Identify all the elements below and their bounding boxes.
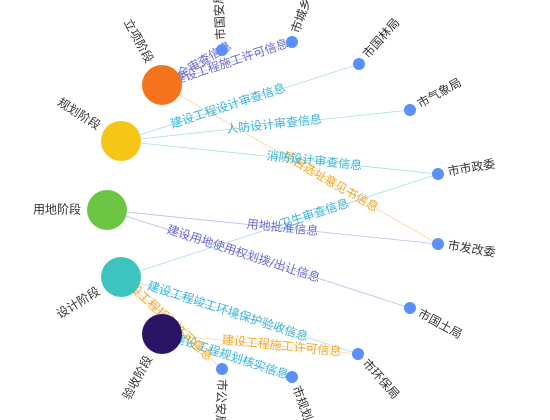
edge [120,63,360,142]
edge [120,140,439,175]
agency-node [286,36,298,48]
edge-label: 用地批准信息 [246,216,319,238]
agency-node [216,363,228,375]
agency-node [286,371,298,383]
edge [106,209,411,309]
edge [161,41,293,86]
edge [161,333,293,378]
agency-label: 市国安局 [211,0,228,40]
edge [161,84,439,245]
agency-node [432,168,444,180]
edge-label: 人防设计审查信息 [226,111,323,136]
agency-node [352,348,364,360]
agency-label: 市公安局 [213,379,230,420]
edge [120,173,439,278]
agency-node [353,58,365,70]
edge [120,109,411,142]
stage-label: 立项阶段 [121,16,157,65]
agency-label: 市国林局 [359,15,402,61]
stage-node [101,257,141,297]
edge [106,209,439,245]
agency-node [404,104,416,116]
agency-label: 市环保局 [360,356,403,402]
edge [120,276,359,355]
agency-node [216,44,228,56]
stage-node [142,65,182,105]
agency-node [432,238,444,250]
agency-node [404,302,416,314]
edge [161,333,359,355]
stage-node [87,190,127,230]
stage-label: 设计阶段 [53,283,102,321]
stage-label: 验收阶段 [119,353,155,402]
stage-node [142,314,182,354]
stage-node [101,121,141,161]
agency-label: 市国土局 [416,305,465,341]
agency-label: 市市政委 [446,156,496,179]
agency-label: 市城乡 [287,0,314,35]
agency-label: 市发改委 [447,237,497,260]
agency-label: 市规划 [289,383,316,420]
stage-label: 用地阶段 [33,202,81,217]
agency-label: 市气象局 [415,74,464,110]
stage-label: 规划阶段 [55,94,104,132]
